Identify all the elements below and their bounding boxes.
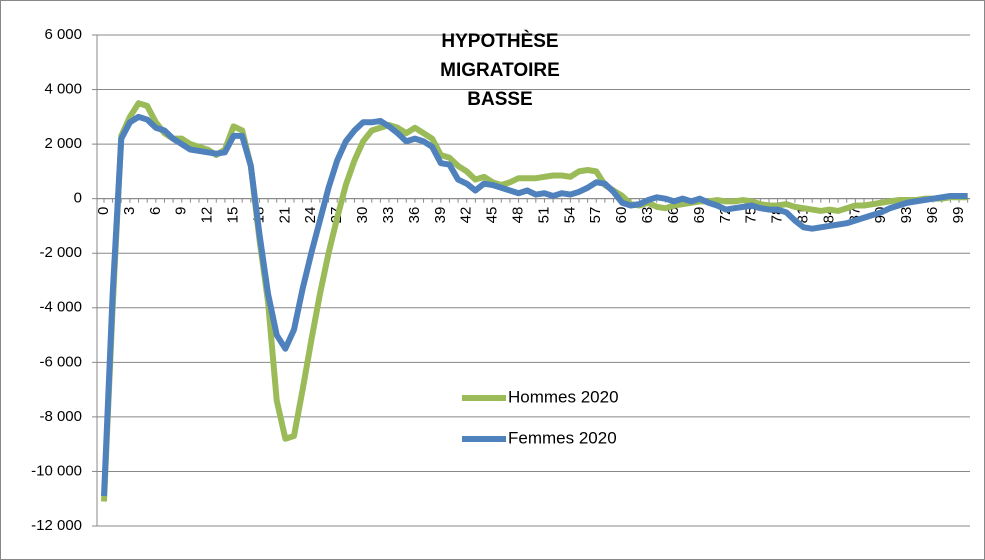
y-tick-label: -8 000 <box>39 408 82 425</box>
x-tick-label: 6 <box>147 207 164 215</box>
chart-title: HYPOTHÈSE <box>441 30 558 52</box>
y-tick-label: 4 000 <box>44 81 82 98</box>
x-tick-label: 42 <box>458 207 475 224</box>
chart-title: BASSE <box>467 89 532 110</box>
chart-title: MIGRATOIRE <box>440 60 560 81</box>
y-tick-label: 2 000 <box>44 135 82 152</box>
x-tick-label: 57 <box>587 207 604 224</box>
y-tick-label: -4 000 <box>39 299 82 316</box>
x-tick-label: 93 <box>898 207 915 224</box>
y-tick-label: -2 000 <box>39 244 82 261</box>
legend-label: Hommes 2020 <box>508 387 619 406</box>
y-tick-label: -12 000 <box>31 517 82 534</box>
x-tick-label: 63 <box>639 207 656 224</box>
x-tick-label: 96 <box>924 207 941 224</box>
x-tick-label: 36 <box>406 207 423 224</box>
x-tick-label: 69 <box>691 207 708 224</box>
x-tick-label: 3 <box>121 207 138 215</box>
x-tick-label: 51 <box>535 207 552 224</box>
legend-label: Femmes 2020 <box>508 428 617 447</box>
y-tick-label: 6 000 <box>44 26 82 43</box>
y-tick-label: 0 <box>74 190 82 207</box>
x-tick-label: 24 <box>302 207 319 224</box>
x-tick-label: 39 <box>432 207 449 224</box>
x-tick-label: 30 <box>354 207 371 224</box>
y-tick-label: -6 000 <box>39 353 82 370</box>
x-tick-label: 99 <box>950 207 967 224</box>
x-tick-label: 21 <box>276 207 293 224</box>
x-tick-label: 33 <box>380 207 397 224</box>
x-tick-label: 12 <box>199 207 216 224</box>
x-tick-label: 45 <box>484 207 501 224</box>
y-tick-label: -10 000 <box>31 462 82 479</box>
x-tick-label: 60 <box>613 207 630 224</box>
x-tick-label: 0 <box>95 207 112 215</box>
series-line <box>101 113 968 497</box>
x-tick-label: 15 <box>225 207 242 224</box>
x-tick-label: 9 <box>173 207 190 215</box>
x-tick-label: 54 <box>561 207 578 224</box>
x-tick-label: 66 <box>665 207 682 224</box>
x-tick-label: 48 <box>510 207 527 224</box>
x-tick-label: 75 <box>743 207 760 224</box>
